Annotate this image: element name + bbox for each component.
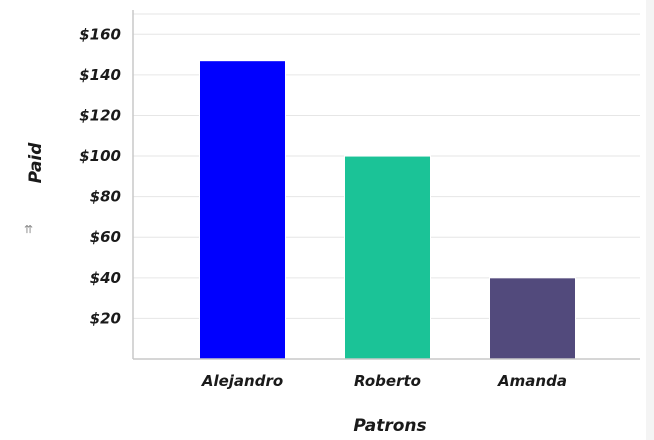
y-tick-label: $160 xyxy=(79,25,121,43)
bar-alejandro[interactable] xyxy=(199,60,286,360)
x-tick-label: Roberto xyxy=(354,372,421,390)
y-tick-label: $140 xyxy=(79,66,121,84)
y-tick-label: $60 xyxy=(90,228,121,246)
y-tick-label: $40 xyxy=(90,269,121,287)
x-axis-title: Patrons xyxy=(353,416,426,436)
y-tick-labels: $20 $40 $60 $80 $100 $120 $140 $160 xyxy=(79,25,121,327)
page-margin xyxy=(646,0,654,440)
sort-icon[interactable]: ⇉ xyxy=(22,224,35,233)
y-tick-label: $100 xyxy=(79,147,121,165)
axes xyxy=(132,10,640,360)
x-tick-label: Alejandro xyxy=(201,372,283,390)
y-tick-label: $120 xyxy=(79,106,121,124)
bars xyxy=(199,60,576,360)
x-tick-labels: Alejandro Roberto Amanda xyxy=(201,372,567,390)
x-tick-label: Amanda xyxy=(497,372,567,390)
bar-roberto[interactable] xyxy=(344,155,431,360)
y-tick-label: $20 xyxy=(90,309,121,327)
y-tick-label: $80 xyxy=(90,188,121,206)
y-axis-title: Paid xyxy=(26,142,46,184)
bar-amanda[interactable] xyxy=(489,277,576,360)
